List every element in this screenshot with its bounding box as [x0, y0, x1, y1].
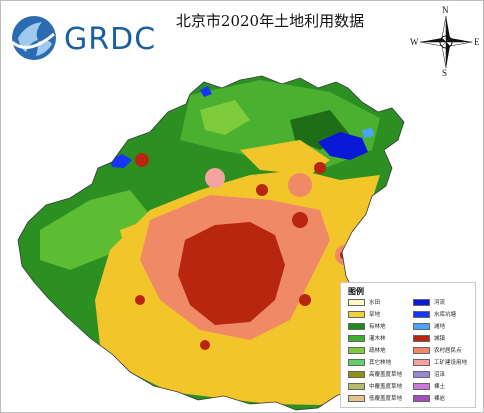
legend-label: 有林地 — [369, 324, 386, 330]
legend-item: 农村居民点 — [413, 346, 462, 354]
urban-shunyi — [292, 212, 308, 228]
urban-yanqing — [135, 153, 149, 167]
legend-label: 河流 — [434, 300, 446, 306]
urban-core — [178, 222, 285, 325]
legend-swatch — [413, 346, 430, 354]
miyun-reservoir — [318, 132, 368, 160]
grdc-logo: GRDC — [8, 10, 158, 68]
compass-west-label: W — [410, 37, 419, 47]
legend-item: 疏林地 — [348, 346, 386, 354]
legend-item: 中覆盖度草地 — [348, 382, 402, 390]
shrub-zone-west — [40, 190, 150, 270]
legend-label: 城镇 — [434, 336, 446, 342]
legend-item: 城镇 — [413, 334, 445, 342]
logo-text: GRDC — [64, 22, 157, 57]
legend-label: 水库坑塘 — [434, 312, 457, 318]
map-title: 北京市2020年土地利用数据 — [175, 12, 365, 30]
legend-swatch — [348, 334, 365, 342]
legend-swatch — [348, 358, 365, 366]
legend-swatch — [413, 382, 430, 390]
legend-swatch — [348, 346, 365, 354]
legend-label: 高覆盖度草地 — [369, 372, 403, 378]
legend-label: 沼泽 — [434, 372, 446, 378]
wetland-patch — [362, 128, 374, 138]
legend-swatch — [413, 370, 430, 378]
legend-label: 其它林地 — [369, 360, 392, 366]
legend-label: 裸土 — [434, 384, 446, 390]
compass-rose-icon — [419, 15, 473, 69]
legend-swatch — [348, 310, 365, 318]
legend-item: 水田 — [348, 298, 380, 306]
beijing-boundary — [17, 75, 405, 411]
rural-settlement-north — [288, 173, 312, 197]
legend-swatch — [348, 370, 365, 378]
legend-label: 疏林地 — [369, 348, 386, 354]
legend-label: 旱地 — [369, 312, 381, 318]
legend-swatch — [348, 298, 365, 306]
legend-label: 农村居民点 — [434, 348, 462, 354]
legend-label: 滩地 — [434, 324, 446, 330]
legend-item: 水库坑塘 — [413, 310, 456, 318]
legend-swatch — [413, 298, 430, 306]
compass-north-label: N — [442, 5, 449, 15]
legend-item: 灌木林 — [348, 334, 386, 342]
compass-east-label: E — [474, 37, 480, 47]
urban-daxing — [200, 340, 210, 350]
north-arrow: N S W E — [410, 5, 480, 78]
legend-swatch — [413, 334, 430, 342]
rural-settlement-east — [335, 245, 355, 265]
legend-swatch — [413, 394, 430, 402]
legend-item: 旱地 — [348, 310, 380, 318]
legend-item: 裸土 — [413, 382, 445, 390]
legend-item: 工矿建设用地 — [413, 358, 467, 366]
legend-item: 滩地 — [413, 322, 445, 330]
industrial-patch — [205, 168, 225, 188]
legend-item: 沼泽 — [413, 370, 445, 378]
legend-swatch — [413, 310, 430, 318]
dryland-valley-north — [240, 140, 330, 175]
legend-item: 其它林地 — [348, 358, 391, 366]
legend-label: 中覆盖度草地 — [369, 384, 403, 390]
compass-south-label: S — [442, 68, 448, 78]
legend-label: 水田 — [369, 300, 381, 306]
legend-swatch — [348, 382, 365, 390]
legend-title: 图例 — [348, 286, 364, 296]
sparse-forest-patch — [200, 100, 250, 135]
legend-label: 灌木林 — [369, 336, 386, 342]
legend-item: 裸岩 — [413, 394, 445, 402]
legend-item: 低覆盖度草地 — [348, 394, 402, 402]
globe-icon — [11, 16, 56, 60]
reservoir-north — [200, 86, 212, 97]
urban-pinggu — [340, 250, 350, 260]
map-legend: 图例 水田旱地有林地灌木林疏林地其它林地高覆盖度草地 中覆盖度草地 低覆盖度草地 河流… — [340, 282, 476, 408]
urban-tongzhou — [299, 294, 311, 306]
legend-item: 有林地 — [348, 322, 386, 330]
legend-item: 高覆盖度草地 — [348, 370, 402, 378]
legend-label: 低覆盖度草地 — [369, 396, 403, 402]
legend-swatch — [413, 358, 430, 366]
legend-label: 裸岩 — [434, 396, 446, 402]
legend-swatch — [348, 394, 365, 402]
urban-fangshan — [135, 295, 145, 305]
legend-label: 工矿建设用地 — [434, 360, 468, 366]
legend-item: 河流 — [413, 298, 445, 306]
legend-swatch — [413, 322, 430, 330]
urban-changping — [256, 184, 268, 196]
urban-huairou — [314, 162, 326, 174]
legend-swatch — [348, 322, 365, 330]
